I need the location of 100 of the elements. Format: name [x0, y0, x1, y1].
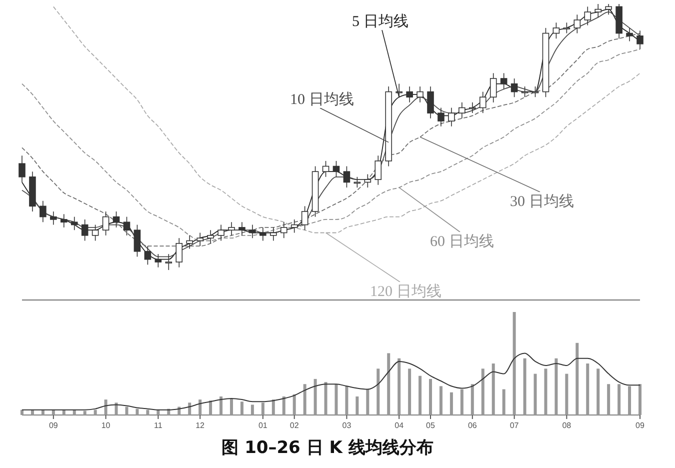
candlestick [332, 160, 340, 178]
candlestick [374, 155, 382, 186]
bar [20, 410, 24, 415]
bar [502, 389, 506, 415]
candlestick [406, 86, 413, 103]
bar [240, 402, 244, 415]
candlestick [448, 107, 455, 127]
candlestick [427, 86, 434, 119]
candlestick [322, 160, 330, 178]
bar [470, 384, 474, 415]
candlestick [207, 230, 214, 244]
bar [523, 358, 526, 415]
candlestick [626, 28, 633, 42]
candlestick [249, 224, 256, 238]
bar [481, 368, 484, 415]
bar [282, 396, 286, 415]
candlestick [270, 227, 277, 242]
text: 10 日均线 [290, 91, 354, 108]
candlestick [260, 227, 266, 242]
bar [492, 364, 495, 415]
bar [94, 410, 97, 415]
candlestick [584, 6, 592, 26]
candlestick [50, 211, 57, 226]
bar [136, 408, 139, 415]
x-tick-label: 10 [101, 421, 111, 430]
candlestick [186, 235, 193, 250]
x-tick-label: 07 [510, 421, 520, 430]
candlestick [510, 78, 518, 98]
bar [334, 384, 338, 415]
candlestick [458, 102, 466, 119]
bar [366, 389, 370, 415]
bar [250, 404, 254, 415]
x-tick-label: 08 [562, 421, 572, 430]
candlestick [605, 4, 612, 16]
candlestick [92, 224, 99, 242]
text: 5 日均线 [352, 13, 408, 30]
text: 图 10–26 日 K 线均线分布 [222, 438, 434, 458]
candlestick [40, 200, 46, 223]
candlestick [18, 155, 26, 183]
bar [230, 398, 233, 415]
bar [460, 389, 464, 415]
candlestick [500, 72, 508, 90]
x-tick-label: 12 [196, 421, 206, 430]
candlestick [60, 214, 68, 228]
bar [450, 392, 453, 415]
bar [376, 368, 380, 415]
candlestick [636, 30, 644, 50]
bar [554, 358, 558, 415]
text: 30 日均线 [510, 193, 574, 210]
bar [314, 378, 317, 415]
candlestick [112, 211, 120, 228]
bar [83, 410, 86, 415]
candlestick [144, 246, 152, 266]
candlestick [196, 232, 204, 246]
bar [534, 374, 537, 415]
bar [429, 378, 432, 415]
x-tick-label: 05 [426, 421, 436, 430]
candlestick [176, 238, 183, 268]
bar [418, 376, 422, 415]
candlestick [594, 4, 602, 18]
candlestick [238, 222, 246, 236]
bar [387, 353, 390, 415]
candlestick [81, 219, 88, 242]
candlestick [301, 206, 308, 230]
x-tick-label: 11 [154, 421, 163, 430]
bar [576, 342, 579, 415]
candlestick [469, 102, 476, 114]
text: 60 日均线 [430, 233, 494, 250]
x-tick-label: 04 [394, 421, 404, 430]
x-tick-label: 01 [258, 421, 268, 430]
bar [607, 384, 610, 415]
candlestick [123, 216, 130, 236]
candlestick [70, 216, 78, 230]
candlestick [574, 14, 581, 34]
bar [188, 402, 192, 415]
bar [146, 410, 150, 415]
candlestick [228, 222, 235, 236]
candlestick [438, 107, 444, 127]
x-tick-label: 02 [290, 421, 300, 430]
bar [565, 374, 568, 415]
bar [439, 386, 442, 415]
bar [104, 400, 108, 415]
bar [209, 400, 212, 415]
bar [628, 386, 632, 415]
candlestick [364, 174, 372, 188]
candlestick [490, 72, 497, 103]
bar [303, 384, 306, 415]
candlestick [154, 254, 162, 268]
bar [345, 386, 348, 415]
candlestick [134, 224, 141, 258]
bar [272, 400, 275, 415]
bar [408, 368, 412, 415]
bar [586, 364, 590, 415]
candlestick [343, 166, 350, 188]
text: 120 日均线 [370, 283, 442, 300]
candlestick [102, 211, 110, 236]
x-tick-label: 06 [468, 421, 478, 430]
bar [261, 402, 264, 415]
bar [220, 396, 223, 415]
x-tick-label: 03 [342, 421, 352, 430]
